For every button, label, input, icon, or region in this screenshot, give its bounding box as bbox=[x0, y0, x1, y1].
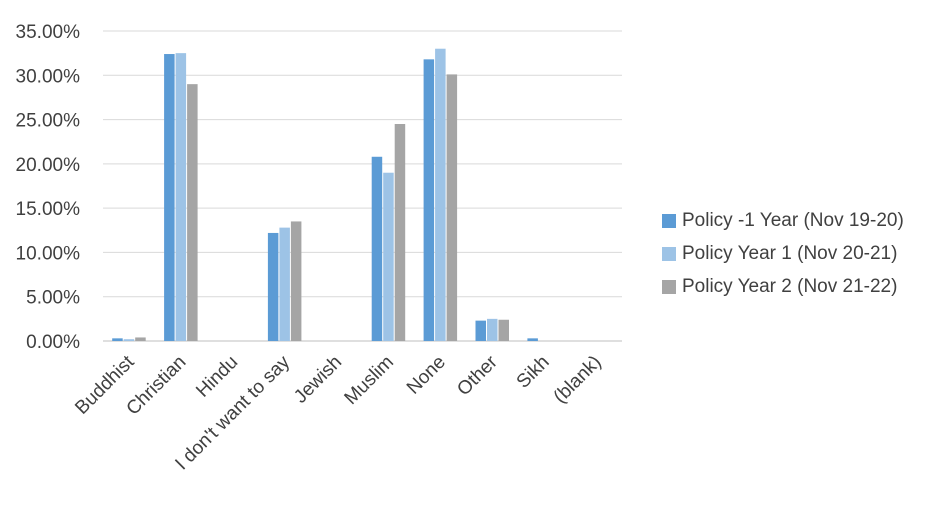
bar bbox=[267, 232, 279, 341]
legend-item-series-2: Policy Year 1 (Nov 20-21) bbox=[662, 237, 904, 270]
bar bbox=[475, 320, 486, 341]
y-tick-label: 35.00% bbox=[16, 22, 81, 43]
x-tick-label: None bbox=[403, 352, 450, 399]
legend-swatch-2 bbox=[662, 246, 676, 261]
x-tick-label: Jewish bbox=[290, 352, 346, 408]
bar bbox=[164, 54, 175, 342]
bar bbox=[446, 74, 458, 342]
y-tick-label: 10.00% bbox=[16, 243, 81, 264]
bar bbox=[279, 227, 290, 341]
x-tick-label: Muslim bbox=[341, 352, 398, 409]
legend-label-1: Policy -1 Year (Nov 19-20) bbox=[682, 209, 904, 231]
bar bbox=[175, 53, 187, 342]
bar bbox=[371, 156, 383, 341]
legend-item-series-3: Policy Year 2 (Nov 21-22) bbox=[662, 270, 904, 303]
y-tick-label: 15.00% bbox=[16, 199, 81, 220]
bars bbox=[112, 48, 538, 342]
bar bbox=[487, 318, 498, 341]
bar bbox=[423, 59, 435, 341]
legend-label-2: Policy Year 1 (Nov 20-21) bbox=[682, 242, 898, 264]
x-tick-label: (blank) bbox=[550, 352, 606, 408]
bar bbox=[123, 339, 135, 341]
legend-swatch-1 bbox=[662, 213, 676, 228]
x-tick-label: Sikh bbox=[513, 352, 554, 393]
legend-label-3: Policy Year 2 (Nov 21-22) bbox=[682, 275, 898, 297]
bar bbox=[527, 338, 538, 341]
y-tick-label: 5.00% bbox=[26, 288, 80, 309]
y-tick-label: 20.00% bbox=[16, 155, 81, 176]
bar bbox=[112, 338, 123, 341]
y-tick-label: 0.00% bbox=[26, 332, 80, 353]
legend-item-series-1: Policy -1 Year (Nov 19-20) bbox=[662, 204, 904, 237]
legend: Policy -1 Year (Nov 19-20) Policy Year 1… bbox=[662, 204, 904, 303]
bar bbox=[498, 319, 509, 341]
bar bbox=[394, 124, 406, 341]
legend-swatch-3 bbox=[662, 279, 676, 294]
bar bbox=[135, 337, 146, 341]
bar bbox=[187, 84, 198, 342]
y-axis: 0.00% 5.00% 10.00% 15.00% 20.00% 25.00% 30.00%… bbox=[16, 22, 81, 353]
y-tick-label: 30.00% bbox=[16, 66, 81, 87]
bar bbox=[383, 172, 394, 341]
x-tick-label: Hindu bbox=[192, 352, 242, 402]
bar bbox=[290, 221, 302, 341]
x-tick-label: Other bbox=[453, 351, 502, 400]
bar bbox=[435, 48, 446, 341]
y-tick-label: 25.00% bbox=[16, 111, 81, 132]
